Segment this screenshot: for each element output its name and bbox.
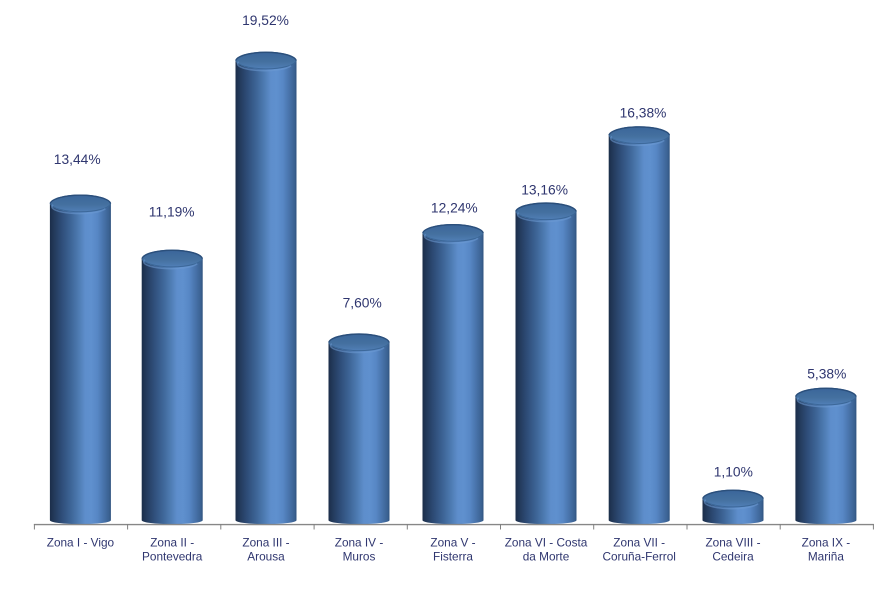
svg-text:Zona I - Vigo: Zona I - Vigo	[47, 536, 115, 550]
svg-text:Zona III -: Zona III -	[242, 536, 289, 550]
svg-text:Zona VIII -: Zona VIII -	[705, 536, 760, 550]
svg-text:1,10%: 1,10%	[714, 464, 753, 479]
svg-text:Zona IV -: Zona IV -	[335, 536, 384, 550]
svg-text:Cedeira: Cedeira	[712, 550, 754, 564]
svg-text:12,24%: 12,24%	[431, 201, 478, 216]
svg-text:19,52%: 19,52%	[242, 13, 289, 28]
svg-text:Pontevedra: Pontevedra	[142, 550, 203, 564]
svg-text:da Morte: da Morte	[523, 550, 570, 564]
svg-text:Mariña: Mariña	[808, 550, 844, 564]
svg-text:11,19%: 11,19%	[149, 205, 195, 220]
svg-text:Zona II -: Zona II -	[150, 536, 194, 550]
svg-text:7,60%: 7,60%	[343, 295, 382, 310]
svg-text:13,16%: 13,16%	[521, 182, 568, 197]
svg-text:Zona VI - Costa: Zona VI - Costa	[505, 536, 588, 550]
svg-text:Coruña-Ferrol: Coruña-Ferrol	[602, 550, 675, 564]
svg-text:5,38%: 5,38%	[807, 367, 846, 382]
svg-text:Zona V -: Zona V -	[430, 536, 475, 550]
svg-text:Zona IX -: Zona IX -	[802, 536, 851, 550]
svg-text:Arousa: Arousa	[247, 550, 285, 564]
svg-text:Muros: Muros	[343, 550, 376, 564]
svg-text:13,44%: 13,44%	[54, 152, 101, 167]
svg-text:Fisterra: Fisterra	[433, 550, 473, 564]
svg-text:Zona VII -: Zona VII -	[613, 536, 665, 550]
svg-text:16,38%: 16,38%	[620, 105, 667, 120]
